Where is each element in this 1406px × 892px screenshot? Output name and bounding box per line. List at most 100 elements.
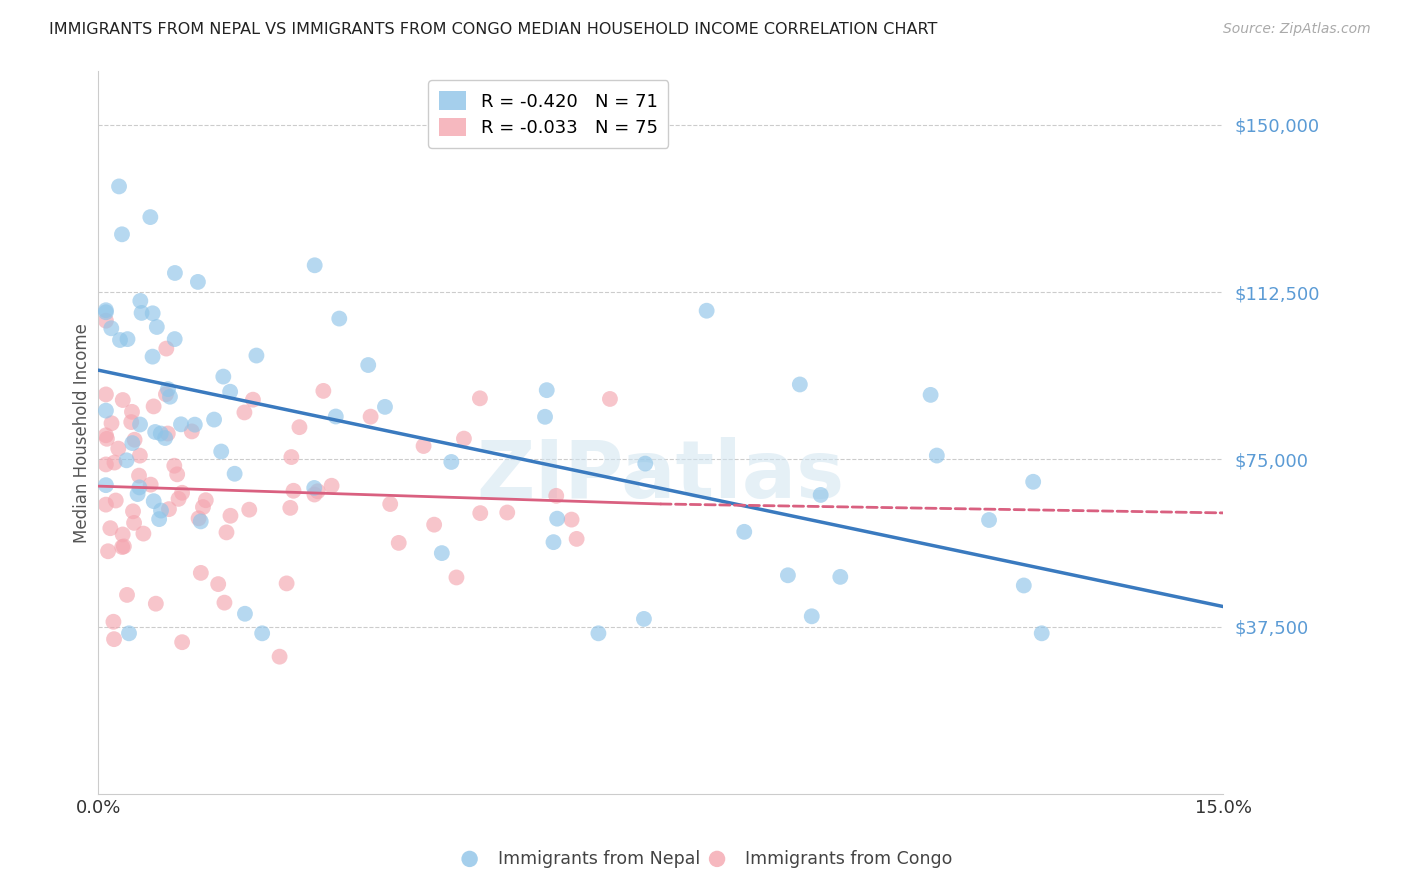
Point [374, 400, 396, 414]
Point [117, 332, 139, 346]
Point [599, 392, 621, 406]
Point [96, 432, 118, 446]
Point [977, 513, 1000, 527]
Point [304, 258, 326, 272]
Point [142, 350, 165, 364]
Point [187, 511, 209, 525]
Point [184, 417, 207, 432]
Point [233, 607, 256, 621]
Point [163, 332, 186, 346]
Point [276, 576, 298, 591]
Point [233, 405, 256, 419]
Point [207, 577, 229, 591]
Point [202, 412, 225, 426]
Point [122, 516, 145, 530]
Point [238, 502, 260, 516]
Point [139, 210, 162, 224]
Point [97, 544, 120, 558]
Point [633, 612, 655, 626]
Point [187, 275, 209, 289]
Point [543, 535, 565, 549]
Point [172, 635, 194, 649]
Point [733, 524, 755, 539]
Point [546, 511, 568, 525]
Point [800, 609, 823, 624]
Point [1012, 578, 1035, 592]
Point [145, 597, 167, 611]
Point [111, 540, 134, 554]
Point [131, 306, 153, 320]
Point [156, 426, 179, 441]
Point [470, 506, 492, 520]
Point [388, 536, 411, 550]
Point [328, 311, 350, 326]
Point [120, 415, 142, 429]
Point [127, 487, 149, 501]
Point [142, 494, 165, 508]
Point [94, 387, 117, 401]
Point [214, 596, 236, 610]
Point [190, 566, 212, 580]
Point [115, 453, 138, 467]
Point [565, 532, 588, 546]
Text: Immigrants from Nepal: Immigrants from Nepal [498, 850, 700, 868]
Point [163, 458, 186, 473]
Point [159, 390, 181, 404]
Point [122, 504, 145, 518]
Point [325, 409, 347, 424]
Point [100, 321, 122, 335]
Point [94, 498, 117, 512]
Point [561, 513, 583, 527]
Point [104, 493, 127, 508]
Point [1022, 475, 1045, 489]
Point [118, 626, 141, 640]
Point [143, 425, 166, 439]
Point [111, 527, 134, 541]
Point [304, 487, 326, 501]
Point [190, 515, 212, 529]
Point [129, 417, 152, 432]
Point [357, 358, 380, 372]
Point [98, 521, 121, 535]
Point [634, 457, 657, 471]
Point [696, 303, 718, 318]
Point [121, 436, 143, 450]
Point [219, 384, 242, 399]
Point [440, 455, 463, 469]
Point [170, 417, 193, 432]
Point [534, 409, 557, 424]
Point [124, 433, 146, 447]
Point [360, 409, 382, 424]
Point [280, 450, 302, 464]
Point [157, 502, 180, 516]
Point [94, 478, 117, 492]
Point [146, 320, 169, 334]
Point [121, 405, 143, 419]
Y-axis label: Median Household Income: Median Household Income [73, 323, 91, 542]
Point [115, 588, 138, 602]
Point [380, 497, 402, 511]
Point [242, 392, 264, 407]
Point [546, 489, 568, 503]
Point [153, 431, 176, 445]
Point [250, 626, 273, 640]
Text: IMMIGRANTS FROM NEPAL VS IMMIGRANTS FROM CONGO MEDIAN HOUSEHOLD INCOME CORRELATI: IMMIGRANTS FROM NEPAL VS IMMIGRANTS FROM… [49, 22, 938, 37]
Point [156, 382, 179, 396]
Point [94, 403, 117, 417]
Point [103, 632, 125, 647]
Point [155, 342, 177, 356]
Point [830, 570, 852, 584]
Point [1031, 626, 1053, 640]
Text: Source: ZipAtlas.com: Source: ZipAtlas.com [1223, 22, 1371, 37]
Point [172, 485, 194, 500]
Point [307, 484, 329, 499]
Point [288, 420, 311, 434]
Point [224, 467, 246, 481]
Point [112, 540, 135, 554]
Point [94, 314, 117, 328]
Point [103, 615, 125, 629]
Point [588, 626, 610, 640]
Point [269, 649, 291, 664]
Point [453, 432, 475, 446]
Point [103, 456, 125, 470]
